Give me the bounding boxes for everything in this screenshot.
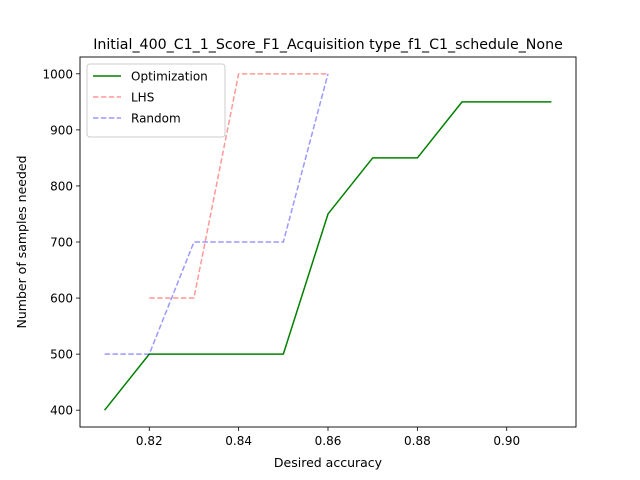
x-tick-label: 0.84 bbox=[225, 434, 252, 448]
x-tick-label: 0.82 bbox=[136, 434, 163, 448]
legend-label-random: Random bbox=[131, 112, 181, 126]
y-tick-label: 1000 bbox=[42, 67, 73, 81]
chart-title: Initial_400_C1_1_Score_F1_Acquisition ty… bbox=[93, 37, 563, 53]
x-tick-label: 0.86 bbox=[315, 434, 342, 448]
x-axis: 0.82 0.84 0.86 0.88 0.90 bbox=[136, 427, 520, 448]
series-line-optimization bbox=[103, 101, 552, 411]
legend: Optimization LHS Random bbox=[86, 63, 226, 138]
y-tick-label: 700 bbox=[50, 236, 73, 250]
y-tick-label: 900 bbox=[50, 123, 73, 137]
y-tick-label: 600 bbox=[50, 292, 73, 306]
x-tick-label: 0.88 bbox=[404, 434, 431, 448]
x-axis-label: Desired accuracy bbox=[274, 455, 383, 470]
y-tick-label: 500 bbox=[50, 348, 73, 362]
legend-label-optimization: Optimization bbox=[131, 70, 208, 84]
y-axis-label: Number of samples needed bbox=[14, 155, 29, 328]
y-tick-label: 400 bbox=[50, 404, 73, 418]
y-axis: 400 500 600 700 800 900 1000 bbox=[42, 67, 80, 418]
x-tick-label: 0.90 bbox=[493, 434, 520, 448]
legend-label-lhs: LHS bbox=[131, 91, 154, 105]
series-line-lhs bbox=[149, 73, 328, 299]
y-tick-label: 800 bbox=[50, 179, 73, 193]
series-layer bbox=[103, 73, 552, 411]
legend-box bbox=[86, 63, 226, 138]
